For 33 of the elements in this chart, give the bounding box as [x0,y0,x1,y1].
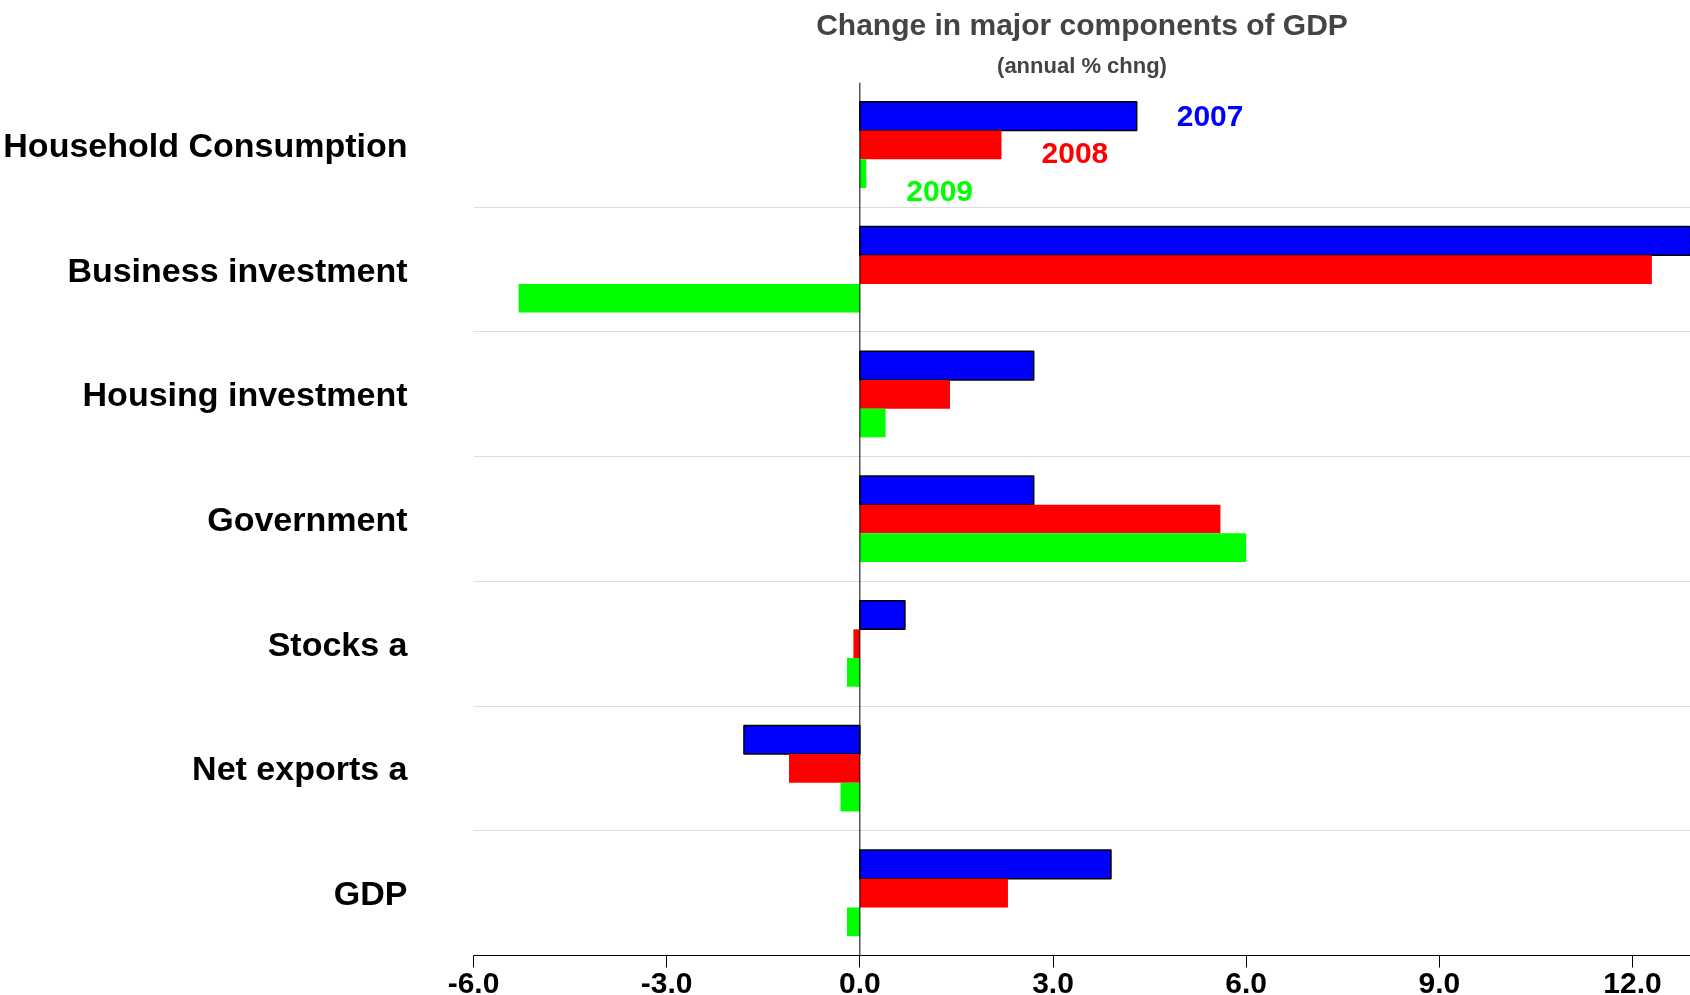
x-tick-label: 3.0 [1032,965,1074,995]
x-tick-label: 0.0 [839,965,881,995]
bar [859,159,867,188]
bar [859,379,950,409]
y-tick-label: Stocks a [267,624,409,663]
chart-title: Change in major components of GDP [816,7,1348,41]
series-label: 2008 [1041,136,1109,170]
x-tick-label: 6.0 [1225,965,1268,995]
y-tick-label: Net exports a [192,749,409,788]
bar [840,782,860,812]
bar [846,658,860,687]
bar [846,907,860,937]
y-tick-label: Business investment [67,250,408,289]
bar [859,130,1002,160]
bar [853,629,860,659]
y-tick-label: Housing investment [82,375,408,414]
x-tick-label: 9.0 [1418,965,1461,995]
y-tick-label: Government [207,500,408,538]
bar [859,504,1221,534]
series-label: 2009 [906,173,974,207]
bar [859,408,886,438]
series-label: 2007 [1176,99,1244,133]
x-tick-label: -6.0 [447,965,500,995]
y-tick-label: GDP [333,874,408,913]
x-tick-label: -3.0 [640,965,693,995]
bar [859,533,1247,563]
bar [789,754,860,783]
bar [859,878,1008,908]
bar [859,255,1652,284]
chart-subtitle: (annual % chng) [997,52,1167,78]
y-tick-label: Household Consumption [3,125,408,164]
bar [518,283,860,313]
x-tick-label: 12.0 [1603,965,1662,995]
